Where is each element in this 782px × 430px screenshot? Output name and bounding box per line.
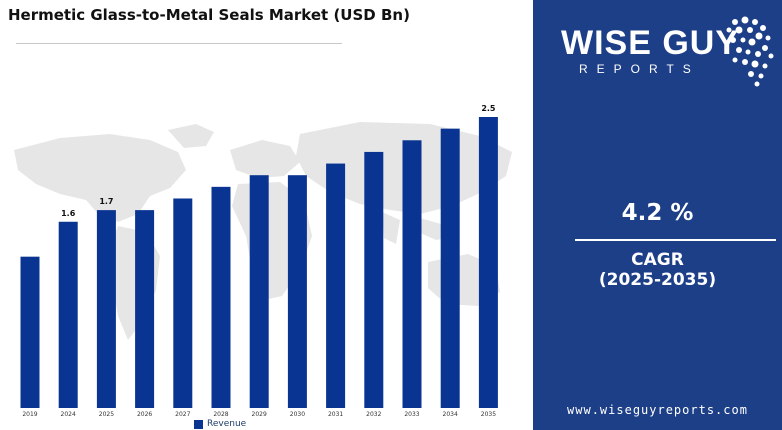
x-tick-2028: 2028 <box>213 411 228 418</box>
wise-guy-reports-logo: WISE GUY REPORTS <box>561 16 776 88</box>
data-label-2025: 1.7 <box>99 197 113 206</box>
data-label-2035: 2.5 <box>481 104 496 113</box>
bar-2024 <box>58 221 78 408</box>
cagr-period: (2025-2035) <box>598 270 717 290</box>
chart-panel: Hermetic Glass-to-Metal Seals Market (US… <box>8 6 512 429</box>
bar-2028 <box>211 186 231 408</box>
x-tick-2035: 2035 <box>481 411 496 418</box>
cagr-value: 4.2 % <box>621 200 694 226</box>
cagr-label: CAGR <box>631 250 684 270</box>
chart-title: Hermetic Glass-to-Metal Seals Market (US… <box>8 6 410 24</box>
website-url: www.wiseguyreports.com <box>567 403 748 417</box>
brand-panel: WISE GUY REPORTS 4.2 % CAGR (2025-2035) … <box>533 0 782 430</box>
x-tick-2025: 2025 <box>99 411 114 418</box>
x-tick-2024: 2024 <box>61 411 76 418</box>
data-label-2024: 1.6 <box>61 209 76 218</box>
legend-label: Revenue <box>207 419 247 429</box>
x-tick-2030: 2030 <box>290 411 305 418</box>
x-tick-2033: 2033 <box>404 411 419 418</box>
bar-2030 <box>287 175 307 408</box>
x-tick-2027: 2027 <box>175 411 190 418</box>
data-labels-group: 1.6 1.7 2.5 <box>61 104 496 218</box>
title-divider <box>16 43 342 44</box>
x-tick-2031: 2031 <box>328 411 343 418</box>
legend: Revenue <box>194 419 246 429</box>
bar-2032 <box>364 151 384 409</box>
bar-2033 <box>402 140 422 408</box>
logo-subtitle: REPORTS <box>579 62 700 76</box>
x-tick-2032: 2032 <box>366 411 381 418</box>
bar-2026 <box>135 210 155 408</box>
bar-2025 <box>96 210 116 408</box>
x-tick-labels-group: 2019 2024 2025 2026 2027 2028 2029 2030 2031 2032… <box>22 411 496 418</box>
bar-chart: 1.61.72.5 2019 2024 2025 2026 2027 2028 2029 20… <box>14 104 512 418</box>
bar-2034 <box>440 128 460 408</box>
logo-wordmark: WISE GUY <box>561 24 740 62</box>
head-profile-icon <box>726 16 774 87</box>
x-tick-2034: 2034 <box>443 411 458 418</box>
bar-2029 <box>249 175 269 408</box>
x-tick-2029: 2029 <box>252 411 267 418</box>
bar-2027 <box>173 198 193 408</box>
x-tick-2026: 2026 <box>137 411 152 418</box>
bar-2019 <box>20 256 40 408</box>
cagr-divider <box>575 239 776 241</box>
legend-swatch <box>194 419 203 429</box>
x-tick-2019: 2019 <box>22 411 37 418</box>
bar-2035 <box>478 117 498 408</box>
bar-2031 <box>326 163 346 408</box>
bars-group <box>20 117 498 409</box>
